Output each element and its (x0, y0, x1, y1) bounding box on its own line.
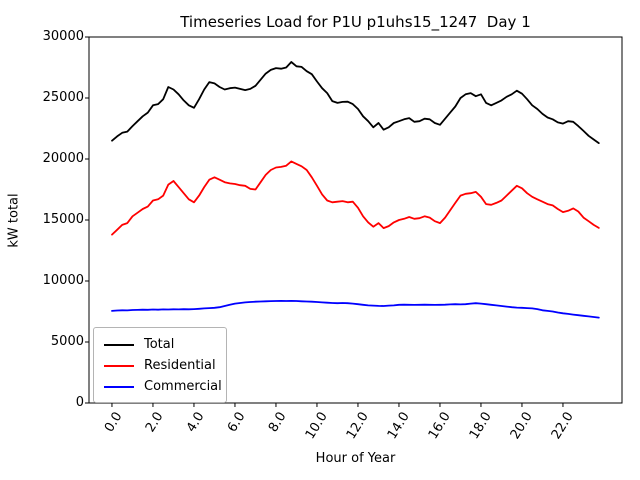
legend-item-total: Total (94, 334, 226, 355)
legend-label-commercial: Commercial (144, 379, 222, 394)
legend-item-residential: Residential (94, 355, 226, 376)
commercial-line-swatch (104, 385, 134, 388)
commercial-line (111, 299, 600, 319)
y-tick-label: 25000 (42, 90, 84, 105)
residential-line (111, 160, 600, 236)
y-tick-label: 5000 (50, 334, 84, 349)
y-tick-label: 0 (75, 395, 84, 410)
residential-line-swatch (104, 364, 134, 367)
y-tick-label: 10000 (42, 273, 84, 288)
y-tick-label: 30000 (42, 29, 84, 44)
chart-title: Timeseries Load for P1U p1uhs15_1247 Day… (180, 13, 531, 31)
legend-label-total: Total (144, 337, 175, 352)
legend-item-commercial: Commercial (94, 376, 226, 397)
x-axis-label: Hour of Year (315, 451, 396, 466)
legend: Total Residential Commercial (93, 327, 227, 403)
total-line (111, 61, 600, 145)
y-tick-label: 20000 (42, 151, 84, 166)
y-tick-label: 15000 (42, 212, 84, 227)
total-line-swatch (104, 343, 134, 346)
legend-label-residential: Residential (144, 358, 216, 373)
